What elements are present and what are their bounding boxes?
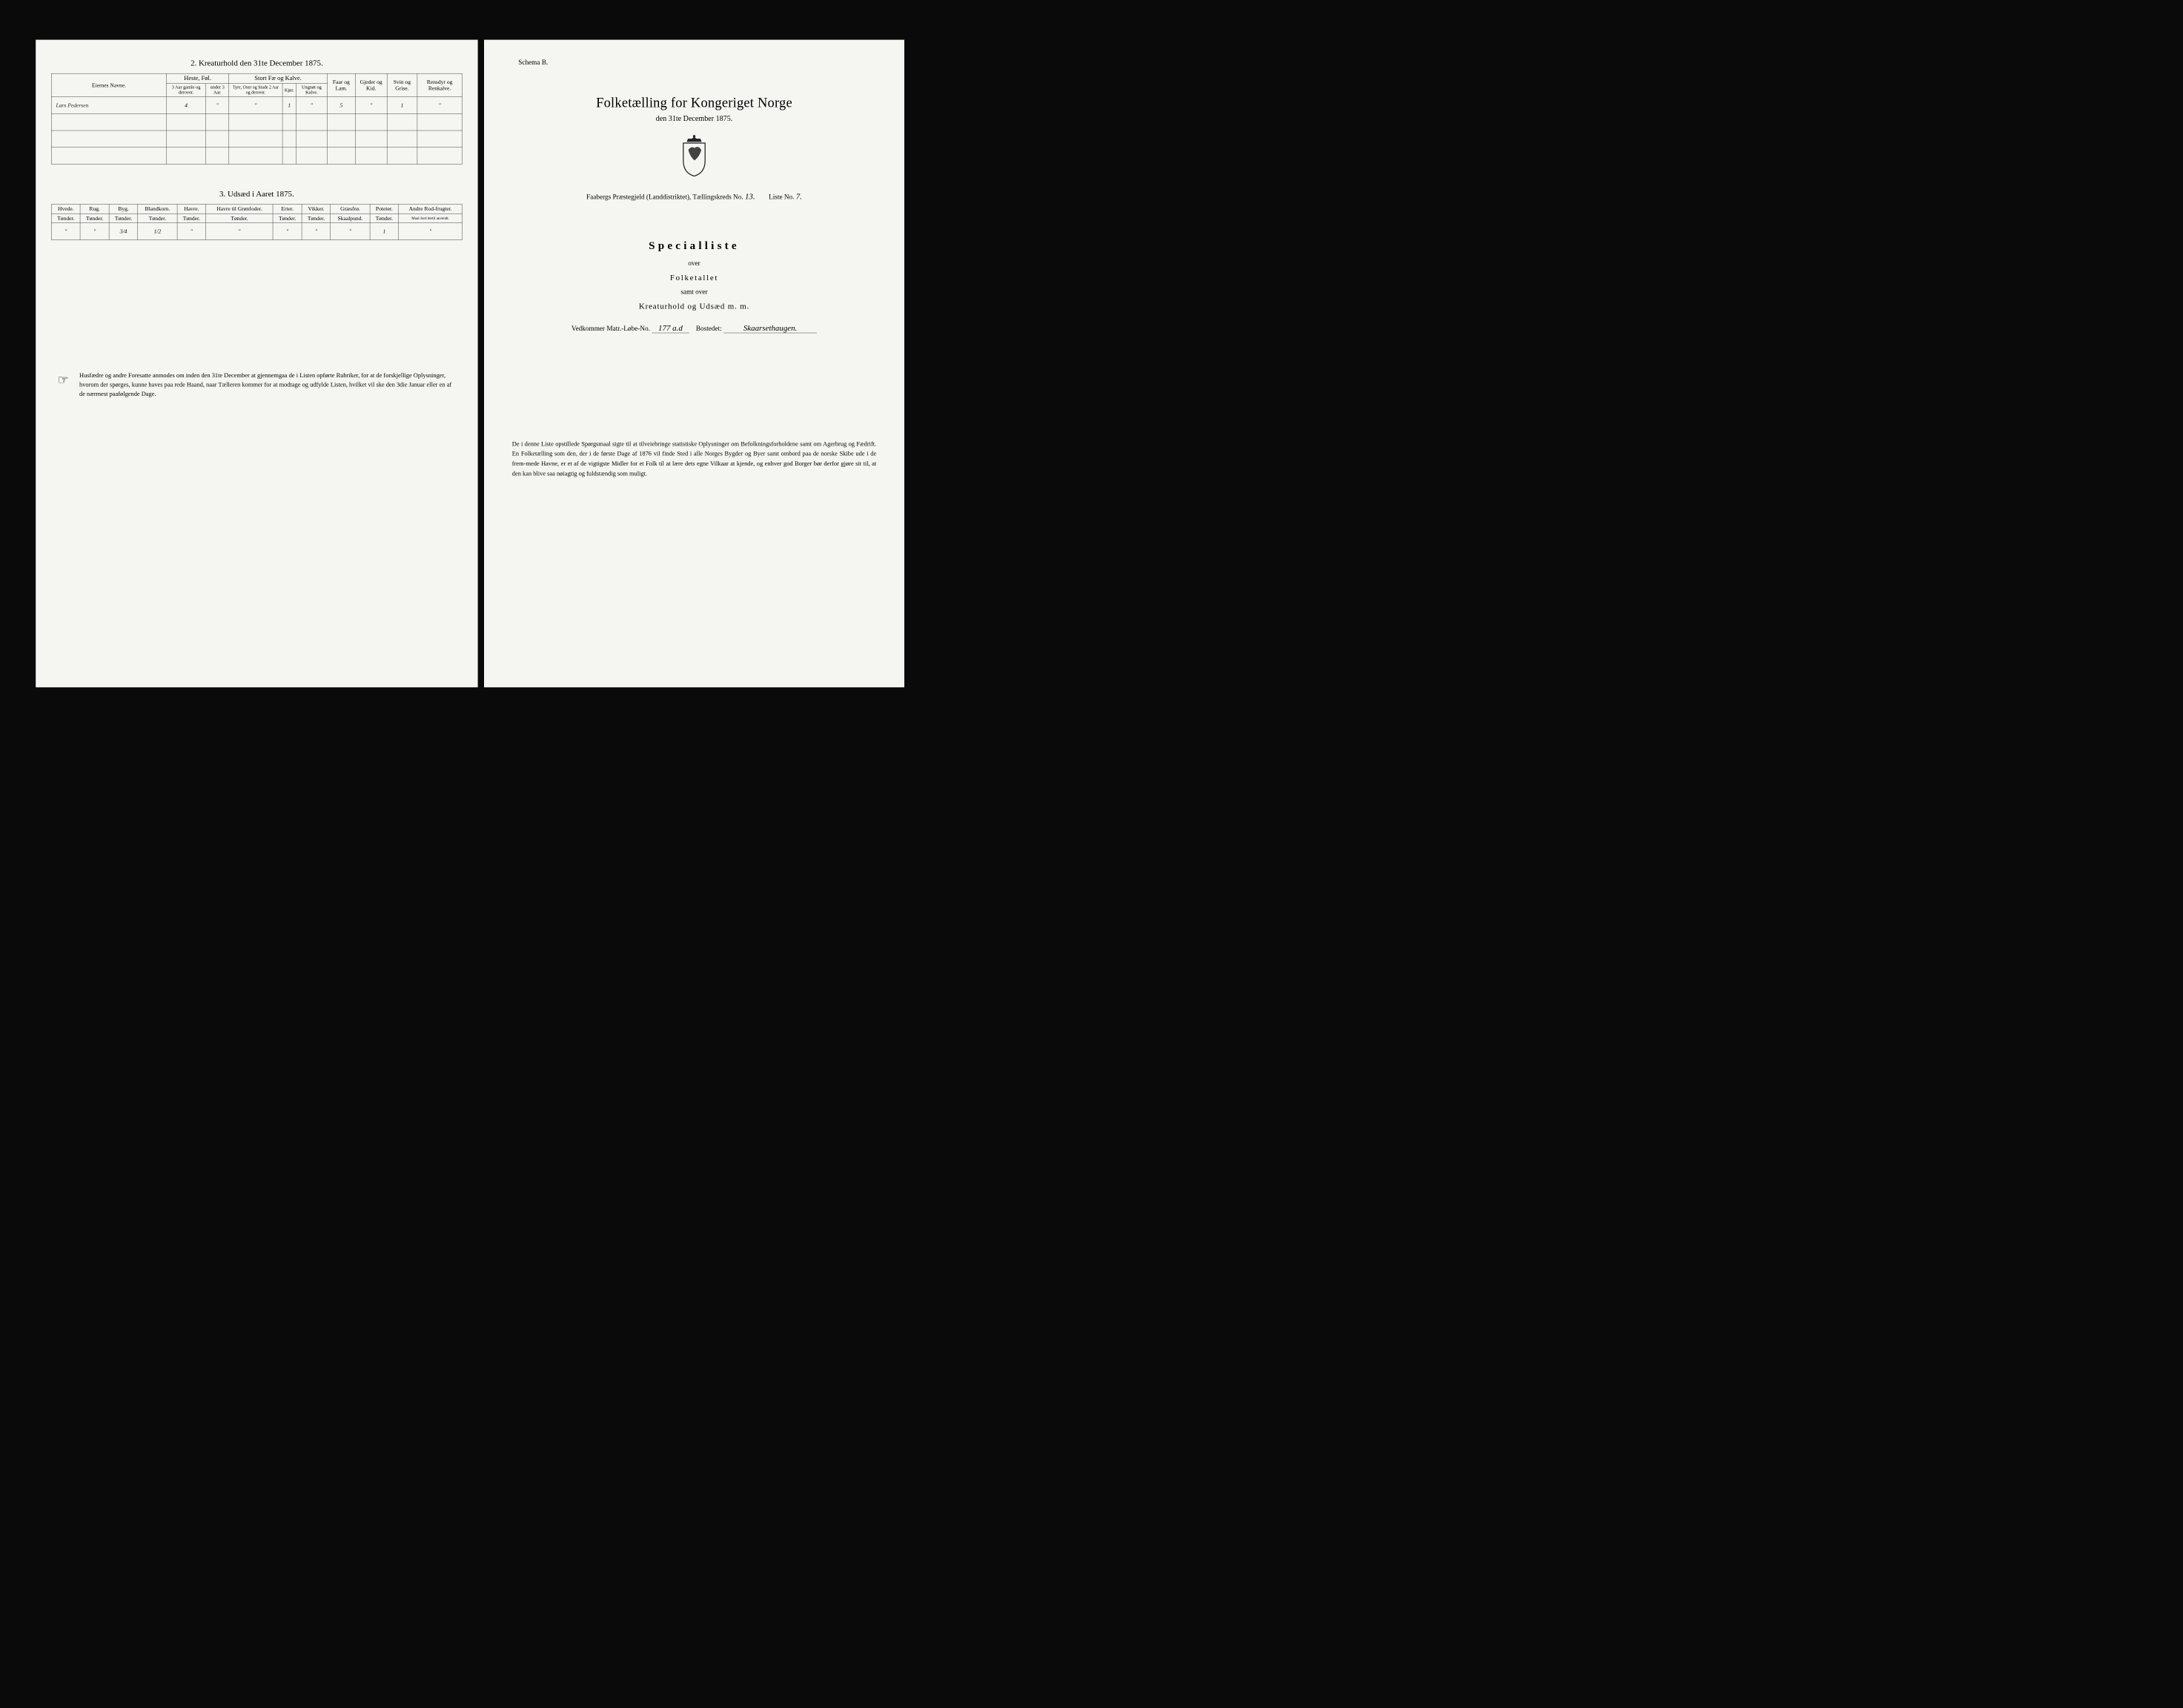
cell: 4 [166,97,205,114]
grp-heste: Heste, Føl. [166,73,228,83]
unit: Tønder. [176,214,205,223]
sub-s2: Kjør. [282,84,296,97]
sub-h2: under 3 Aar. [205,84,228,97]
sub-title: den 31te December 1875. [506,115,882,123]
unit: Tønder. [51,214,80,223]
cell-name: Lars Pedersen [51,97,166,114]
left-footnote: ☞ Husfædre og andre Foresatte anmodes om… [51,371,462,399]
main-title: Folketælling for Kongeriget Norge [506,95,882,110]
col-rensdyr: Rensdyr og Renkalve. [417,73,462,97]
col: Havre til Grønfoder. [205,205,272,214]
scan-background: 2. Kreaturhold den 31te December 1875. E… [17,15,920,718]
footnote-text: Husfædre og andre Foresatte anmodes om i… [79,372,451,397]
grp-stort: Stort Fæ og Kalve. [228,73,327,83]
matr-no: 177 a.d [652,323,689,333]
col-svin: Svin og Grise. [386,73,417,97]
cell: " [273,223,302,240]
cell: " [398,223,462,240]
col: Havre. [176,205,205,214]
col: Hvede. [51,205,80,214]
cell: 1/2 [137,223,176,240]
col: Græsfrø. [330,205,369,214]
unit: Tønder. [205,214,272,223]
table-row [51,130,462,148]
cell: " [205,97,228,114]
unit: Tønder. [369,214,398,223]
cell: 3/4 [109,223,138,240]
col-eier: Eiernes Navne. [51,73,166,97]
col: Andre Rod-frugter. [398,205,462,214]
cell: " [228,97,282,114]
pointing-hand-icon: ☞ [57,371,68,389]
col: Vikker. [302,205,331,214]
cell: " [176,223,205,240]
cell: 1 [369,223,398,240]
district-no: 13. [744,192,755,201]
table-row [51,113,462,130]
liste-label: Liste No. [769,193,794,201]
liste-no: 7. [795,192,801,201]
kreatur-label: Kreaturhold og Udsæd m. m. [506,302,882,311]
bostedet-label: Bostedet: [695,324,721,332]
cell: 1 [282,97,296,114]
col: Poteter. [369,205,398,214]
cell: " [51,223,80,240]
cell: " [355,97,387,114]
col: Byg. [109,205,138,214]
col: Blandkorn. [137,205,176,214]
section2-title: 2. Kreaturhold den 31te December 1875. [51,59,462,68]
sub-s1: Tyre, Oxer og Stude 2 Aar og derover. [228,84,282,97]
samt-label: samt over [506,288,882,296]
coat-of-arms-icon [506,134,882,179]
col: Rug. [80,205,109,214]
folketallet-label: Folketallet [506,273,882,282]
district-prefix: Faabergs Præstegjeld (Landdistriktet), T… [586,193,743,201]
kreaturhold-table: Eiernes Navne. Heste, Føl. Stort Fæ og K… [51,73,462,165]
unit: Skaalpund. [330,214,369,223]
specialliste-title: Specialliste [506,239,882,252]
table-row [51,148,462,165]
unit: Tønder. [80,214,109,223]
district-line: Faabergs Præstegjeld (Landdistriktet), T… [506,192,882,202]
cell: " [205,223,272,240]
sub-h1: 3 Aar gamle og derover. [166,84,205,97]
bostedet-value: Skaarsethaugen. [723,323,817,333]
over-label: over [506,259,882,268]
cell: 5 [327,97,355,114]
col: Erter. [273,205,302,214]
section3-title: 3. Udsæd i Aaret 1875. [51,189,462,199]
right-footnote: De i denne Liste opstillede Spørgsmaal s… [506,439,882,479]
col-faar: Faar og Lam. [327,73,355,97]
cell: 1 [386,97,417,114]
udsaed-table: Hvede. Rug. Byg. Blandkorn. Havre. Havre… [51,204,462,239]
unit: Tønder. [273,214,302,223]
unit: Tønder. [109,214,138,223]
cell: " [417,97,462,114]
unit: Maal Jord dertil anvendt. [398,214,462,223]
cell: " [330,223,369,240]
table-row: " " 3/4 1/2 " " " " " 1 " [51,223,462,240]
unit: Tønder. [302,214,331,223]
sub-s3: Ungnøt og Kalve. [296,84,327,97]
schema-label: Schema B. [518,59,882,67]
cell: " [296,97,327,114]
table-row: Lars Pedersen 4 " " 1 " 5 " 1 " [51,97,462,114]
right-page: Schema B. Folketælling for Kongeriget No… [484,40,904,688]
cell: " [302,223,331,240]
left-page: 2. Kreaturhold den 31te December 1875. E… [36,40,477,688]
unit: Tønder. [137,214,176,223]
col-gjeder: Gjeder og Kid. [355,73,387,97]
cell: " [80,223,109,240]
matr-label: Vedkommer Matr.-Løbe-No. [571,324,649,332]
matr-line: Vedkommer Matr.-Løbe-No. 177 a.d Bostede… [506,323,882,333]
